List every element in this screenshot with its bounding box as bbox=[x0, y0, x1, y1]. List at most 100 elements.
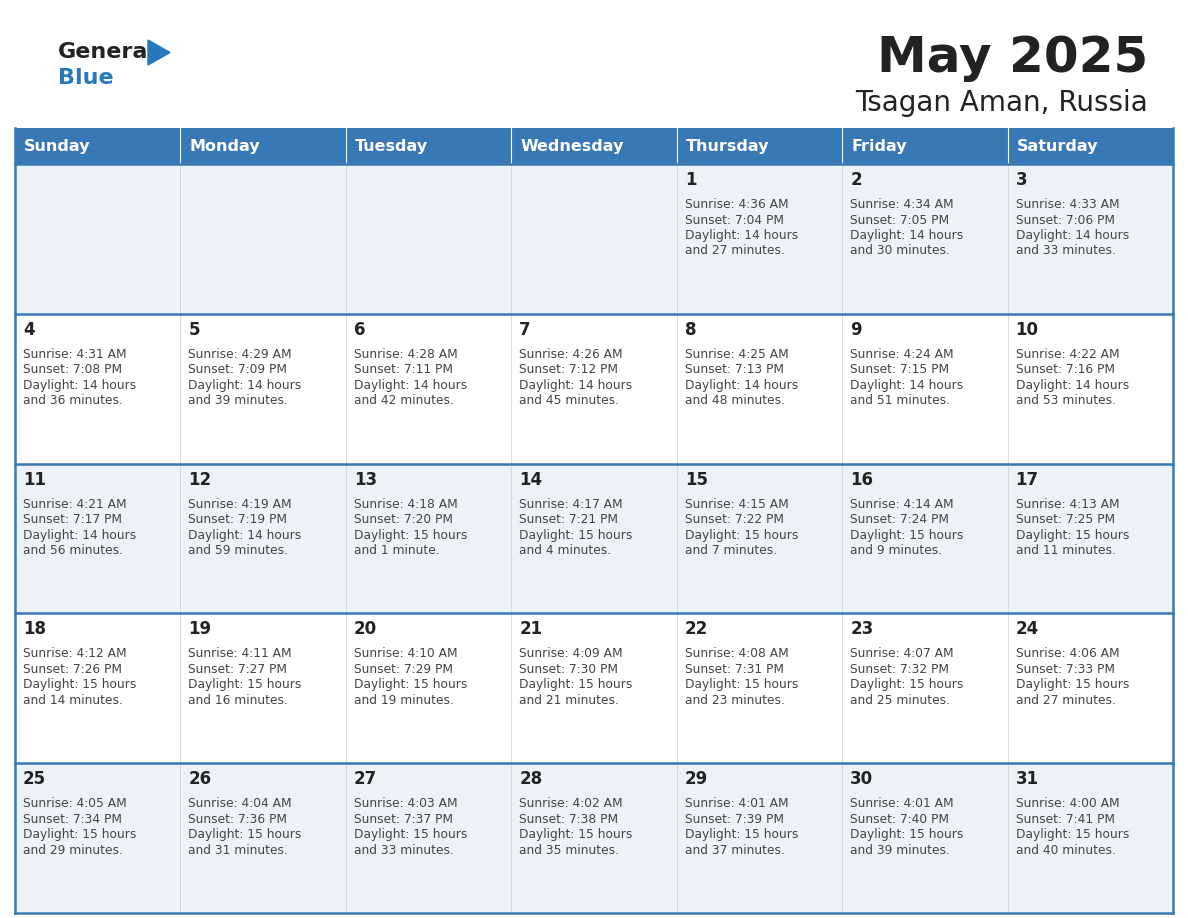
Text: Sunset: 7:19 PM: Sunset: 7:19 PM bbox=[189, 513, 287, 526]
Text: and 21 minutes.: and 21 minutes. bbox=[519, 694, 619, 707]
Text: Sunset: 7:39 PM: Sunset: 7:39 PM bbox=[684, 812, 784, 825]
Polygon shape bbox=[148, 40, 170, 65]
Text: 8: 8 bbox=[684, 320, 696, 339]
Text: Sunrise: 4:24 AM: Sunrise: 4:24 AM bbox=[851, 348, 954, 361]
Text: Daylight: 14 hours: Daylight: 14 hours bbox=[23, 379, 137, 392]
Text: Sunset: 7:09 PM: Sunset: 7:09 PM bbox=[189, 364, 287, 376]
Text: and 35 minutes.: and 35 minutes. bbox=[519, 844, 619, 856]
Text: Sunrise: 4:09 AM: Sunrise: 4:09 AM bbox=[519, 647, 623, 660]
Text: 25: 25 bbox=[23, 770, 46, 789]
Text: Monday: Monday bbox=[189, 139, 260, 153]
Text: Sunset: 7:08 PM: Sunset: 7:08 PM bbox=[23, 364, 122, 376]
Text: Daylight: 15 hours: Daylight: 15 hours bbox=[684, 678, 798, 691]
Text: 18: 18 bbox=[23, 621, 46, 638]
Text: Daylight: 15 hours: Daylight: 15 hours bbox=[851, 678, 963, 691]
Bar bbox=[15, 164, 1173, 314]
Text: Sunrise: 4:18 AM: Sunrise: 4:18 AM bbox=[354, 498, 457, 510]
Text: Sunrise: 4:03 AM: Sunrise: 4:03 AM bbox=[354, 797, 457, 811]
Text: 30: 30 bbox=[851, 770, 873, 789]
Text: 20: 20 bbox=[354, 621, 377, 638]
Text: and 33 minutes.: and 33 minutes. bbox=[1016, 244, 1116, 258]
Text: and 7 minutes.: and 7 minutes. bbox=[684, 544, 777, 557]
Text: Daylight: 14 hours: Daylight: 14 hours bbox=[684, 379, 798, 392]
Bar bbox=[15, 464, 1173, 613]
Text: Daylight: 15 hours: Daylight: 15 hours bbox=[354, 828, 467, 841]
Text: 4: 4 bbox=[23, 320, 34, 339]
Text: Sunset: 7:36 PM: Sunset: 7:36 PM bbox=[189, 812, 287, 825]
Text: Sunrise: 4:11 AM: Sunrise: 4:11 AM bbox=[189, 647, 292, 660]
Text: General: General bbox=[58, 42, 156, 62]
Text: Daylight: 14 hours: Daylight: 14 hours bbox=[1016, 229, 1129, 242]
Text: 19: 19 bbox=[189, 621, 211, 638]
Text: 13: 13 bbox=[354, 471, 377, 488]
Bar bbox=[15, 763, 1173, 913]
Text: Daylight: 15 hours: Daylight: 15 hours bbox=[189, 828, 302, 841]
Text: Sunrise: 4:36 AM: Sunrise: 4:36 AM bbox=[684, 198, 789, 211]
Text: and 31 minutes.: and 31 minutes. bbox=[189, 844, 289, 856]
Text: Sunset: 7:27 PM: Sunset: 7:27 PM bbox=[189, 663, 287, 676]
Text: Daylight: 15 hours: Daylight: 15 hours bbox=[23, 678, 137, 691]
Text: Daylight: 14 hours: Daylight: 14 hours bbox=[189, 379, 302, 392]
Text: Sunrise: 4:01 AM: Sunrise: 4:01 AM bbox=[851, 797, 954, 811]
Text: Sunrise: 4:19 AM: Sunrise: 4:19 AM bbox=[189, 498, 292, 510]
Text: Sunset: 7:34 PM: Sunset: 7:34 PM bbox=[23, 812, 122, 825]
Text: Sunrise: 4:00 AM: Sunrise: 4:00 AM bbox=[1016, 797, 1119, 811]
Text: 15: 15 bbox=[684, 471, 708, 488]
Bar bbox=[346, 128, 511, 164]
Text: Sunrise: 4:17 AM: Sunrise: 4:17 AM bbox=[519, 498, 623, 510]
Text: and 48 minutes.: and 48 minutes. bbox=[684, 395, 785, 408]
Text: Sunday: Sunday bbox=[24, 139, 90, 153]
Text: and 4 minutes.: and 4 minutes. bbox=[519, 544, 612, 557]
Text: Daylight: 14 hours: Daylight: 14 hours bbox=[23, 529, 137, 542]
Text: Sunset: 7:41 PM: Sunset: 7:41 PM bbox=[1016, 812, 1114, 825]
Text: Sunrise: 4:34 AM: Sunrise: 4:34 AM bbox=[851, 198, 954, 211]
Text: Daylight: 15 hours: Daylight: 15 hours bbox=[1016, 678, 1129, 691]
Text: Sunset: 7:16 PM: Sunset: 7:16 PM bbox=[1016, 364, 1114, 376]
Bar bbox=[15, 128, 181, 164]
Text: Sunset: 7:20 PM: Sunset: 7:20 PM bbox=[354, 513, 453, 526]
Text: and 16 minutes.: and 16 minutes. bbox=[189, 694, 289, 707]
Text: and 56 minutes.: and 56 minutes. bbox=[23, 544, 124, 557]
Text: Daylight: 15 hours: Daylight: 15 hours bbox=[189, 678, 302, 691]
Text: 10: 10 bbox=[1016, 320, 1038, 339]
Text: Daylight: 14 hours: Daylight: 14 hours bbox=[1016, 379, 1129, 392]
Text: Sunrise: 4:31 AM: Sunrise: 4:31 AM bbox=[23, 348, 127, 361]
Text: Sunrise: 4:02 AM: Sunrise: 4:02 AM bbox=[519, 797, 623, 811]
Text: Sunset: 7:05 PM: Sunset: 7:05 PM bbox=[851, 214, 949, 227]
Text: and 45 minutes.: and 45 minutes. bbox=[519, 395, 619, 408]
Text: 1: 1 bbox=[684, 171, 696, 189]
Text: Sunset: 7:15 PM: Sunset: 7:15 PM bbox=[851, 364, 949, 376]
Text: Daylight: 14 hours: Daylight: 14 hours bbox=[684, 229, 798, 242]
Text: Sunset: 7:24 PM: Sunset: 7:24 PM bbox=[851, 513, 949, 526]
Text: and 39 minutes.: and 39 minutes. bbox=[189, 395, 289, 408]
Text: Sunset: 7:40 PM: Sunset: 7:40 PM bbox=[851, 812, 949, 825]
Text: Sunrise: 4:07 AM: Sunrise: 4:07 AM bbox=[851, 647, 954, 660]
Text: and 51 minutes.: and 51 minutes. bbox=[851, 395, 950, 408]
Text: and 27 minutes.: and 27 minutes. bbox=[684, 244, 784, 258]
Bar bbox=[842, 128, 1007, 164]
Text: May 2025: May 2025 bbox=[877, 34, 1148, 82]
Text: 24: 24 bbox=[1016, 621, 1038, 638]
Bar bbox=[181, 128, 346, 164]
Text: and 53 minutes.: and 53 minutes. bbox=[1016, 395, 1116, 408]
Text: Wednesday: Wednesday bbox=[520, 139, 624, 153]
Text: Daylight: 15 hours: Daylight: 15 hours bbox=[23, 828, 137, 841]
Text: and 40 minutes.: and 40 minutes. bbox=[1016, 844, 1116, 856]
Text: Sunrise: 4:12 AM: Sunrise: 4:12 AM bbox=[23, 647, 127, 660]
Text: Sunset: 7:21 PM: Sunset: 7:21 PM bbox=[519, 513, 618, 526]
Text: Sunrise: 4:13 AM: Sunrise: 4:13 AM bbox=[1016, 498, 1119, 510]
Text: Daylight: 15 hours: Daylight: 15 hours bbox=[684, 828, 798, 841]
Text: Sunset: 7:04 PM: Sunset: 7:04 PM bbox=[684, 214, 784, 227]
Text: Sunrise: 4:04 AM: Sunrise: 4:04 AM bbox=[189, 797, 292, 811]
Text: Sunset: 7:33 PM: Sunset: 7:33 PM bbox=[1016, 663, 1114, 676]
Text: Sunrise: 4:29 AM: Sunrise: 4:29 AM bbox=[189, 348, 292, 361]
Text: Daylight: 15 hours: Daylight: 15 hours bbox=[519, 529, 633, 542]
Bar bbox=[15, 314, 1173, 464]
Text: 11: 11 bbox=[23, 471, 46, 488]
Text: Sunrise: 4:05 AM: Sunrise: 4:05 AM bbox=[23, 797, 127, 811]
Text: Daylight: 14 hours: Daylight: 14 hours bbox=[354, 379, 467, 392]
Text: 16: 16 bbox=[851, 471, 873, 488]
Text: Sunset: 7:12 PM: Sunset: 7:12 PM bbox=[519, 364, 618, 376]
Text: 23: 23 bbox=[851, 621, 873, 638]
Text: Sunset: 7:17 PM: Sunset: 7:17 PM bbox=[23, 513, 122, 526]
